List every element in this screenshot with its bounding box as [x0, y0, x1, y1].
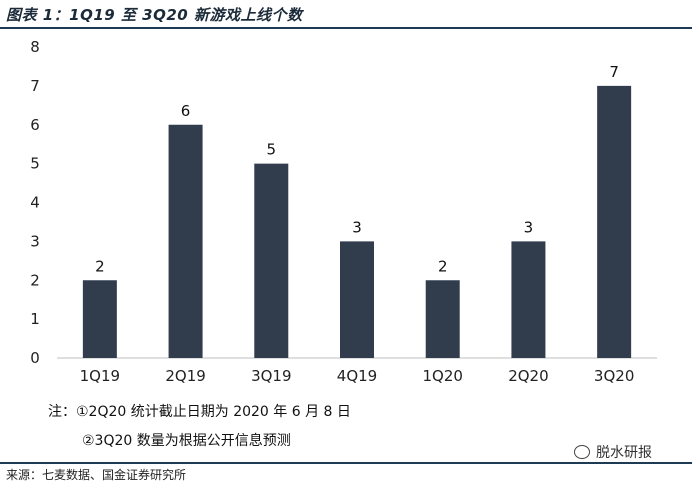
bar [82, 280, 117, 358]
data-label: 3 [524, 218, 534, 236]
data-label: 3 [352, 218, 362, 236]
y-tick-label: 2 [30, 271, 40, 289]
data-label: 5 [267, 141, 277, 159]
bar [597, 85, 632, 358]
note-line-2: ②3Q20 数量为根据公开信息预测 [82, 433, 291, 449]
x-tick-label: 1Q20 [422, 367, 462, 385]
y-tick-label: 4 [30, 194, 40, 212]
note-line-1: 注：①2Q20 统计截止日期为 2020 年 6 月 8 日 [48, 404, 351, 420]
y-tick-label: 8 [30, 38, 40, 56]
y-tick-label: 0 [30, 349, 40, 367]
watermark-text: 脱水研报 [596, 445, 652, 461]
bar [425, 280, 460, 358]
data-label: 2 [95, 257, 105, 275]
x-tick-label: 4Q19 [337, 367, 377, 385]
y-tick-label: 6 [30, 116, 40, 134]
bar-chart: 0 1 2 3 4 5 6 7 8 2 1Q19 6 2Q19 5 3Q19 3 4Q19 2 1Q20 3 2Q20 7… [30, 38, 657, 385]
bar [168, 124, 203, 358]
watermark: 脱水研报 [574, 442, 652, 462]
wechat-icon [574, 445, 590, 459]
y-tick-label: 3 [30, 232, 40, 250]
x-tick-label: 1Q19 [80, 367, 120, 385]
title-rule [0, 27, 692, 29]
bar [511, 241, 546, 358]
x-tick-label: 2Q20 [508, 367, 548, 385]
bottom-rule [0, 462, 692, 464]
notes: 注：①2Q20 统计截止日期为 2020 年 6 月 8 日 ②3Q20 数量为… [48, 398, 351, 456]
y-tick-label: 5 [30, 155, 40, 173]
data-label: 2 [438, 257, 448, 275]
x-tick-label: 3Q19 [251, 367, 291, 385]
chart-title: 图表 1：1Q19 至 3Q20 新游戏上线个数 [6, 6, 303, 24]
x-tick-label: 3Q20 [594, 367, 634, 385]
data-label: 7 [609, 63, 619, 81]
bar [340, 241, 374, 358]
source-text: 来源：七麦数据、国金证券研究所 [6, 468, 187, 482]
y-tick-label: 1 [30, 310, 40, 328]
y-tick-label: 7 [30, 77, 40, 95]
data-label: 6 [181, 102, 191, 120]
bar [254, 163, 289, 358]
x-tick-label: 2Q19 [165, 367, 205, 385]
